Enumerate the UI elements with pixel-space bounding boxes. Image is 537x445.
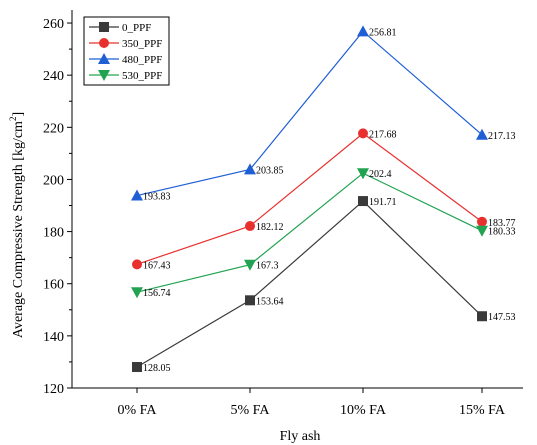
data-point-0-ppf	[245, 295, 255, 306]
legend-marker-530-ppf	[98, 70, 110, 81]
data-point-530-ppf	[476, 225, 488, 237]
y-axis-title-end: ]	[11, 112, 26, 117]
data-label-530-ppf: 180.33	[488, 227, 516, 238]
y-axis-title-superscript: 2	[8, 117, 18, 122]
data-point-530-ppf	[131, 287, 143, 299]
y-axis-title: Average Compressive Strength [kg/cm2]	[8, 112, 26, 338]
data-label-350-ppf: 167.43	[143, 260, 171, 271]
data-point-480-ppf	[244, 163, 256, 175]
data-point-480-ppf	[131, 189, 143, 201]
legend-label-480-ppf: 480_PPF	[122, 54, 162, 66]
data-label-480-ppf: 203.85	[256, 165, 284, 176]
data-point-0-ppf	[358, 196, 368, 207]
data-label-0-ppf: 153.64	[256, 296, 284, 307]
data-point-530-ppf	[244, 259, 256, 271]
series-line-0-ppf	[136, 200, 483, 368]
y-tick-label: 220	[43, 121, 64, 136]
y-tick-label: 120	[43, 382, 64, 397]
data-label-350-ppf: 183.77	[488, 218, 516, 229]
data-point-480-ppf	[476, 128, 488, 140]
legend-marker-480-ppf	[98, 53, 110, 64]
plot-area: 120 140 160 180 200 220 240 260 0% FA 5% FA 10% FA…	[43, 10, 523, 418]
y-tick-label: 200	[43, 173, 64, 188]
legend-marker-0-ppf	[99, 22, 109, 32]
data-label-0-ppf: 147.53	[488, 312, 516, 323]
data-label-350-ppf: 217.68	[369, 129, 397, 140]
legend-box	[83, 16, 170, 86]
x-tick-label: 0% FA	[117, 403, 157, 418]
data-label-530-ppf: 167.3	[256, 261, 279, 272]
data-label-0-ppf: 191.71	[369, 197, 397, 208]
data-point-350-ppf	[358, 128, 368, 139]
data-label-530-ppf: 156.74	[143, 288, 171, 299]
legend-label-0-ppf: 0_PPF	[122, 22, 151, 34]
series-line-530-ppf	[136, 172, 483, 293]
data-point-350-ppf	[132, 259, 142, 270]
legend-label-350-ppf: 350_PPF	[122, 38, 162, 50]
data-point-480-ppf	[357, 25, 369, 37]
x-axis-title: Fly ash	[280, 429, 321, 444]
data-point-530-ppf	[357, 168, 369, 180]
x-tick-label: 10% FA	[340, 403, 387, 418]
y-tick-label: 160	[43, 278, 64, 293]
data-label-350-ppf: 182.12	[256, 222, 284, 233]
y-tick-label: 240	[43, 69, 64, 84]
legend-label-530-ppf: 530_PPF	[122, 70, 162, 82]
data-label-480-ppf: 217.13	[488, 131, 516, 142]
data-label-480-ppf: 193.83	[143, 192, 171, 203]
data-point-350-ppf	[477, 216, 487, 227]
data-point-0-ppf	[477, 311, 487, 322]
data-point-350-ppf	[245, 221, 255, 232]
y-tick-label: 260	[43, 17, 64, 32]
data-point-0-ppf	[132, 362, 142, 373]
data-label-0-ppf: 128.05	[143, 363, 171, 374]
legend-marker-350-ppf	[99, 38, 109, 48]
y-tick-label: 180	[43, 226, 64, 241]
series-line-350-ppf	[136, 132, 483, 265]
series-line-480-ppf	[136, 30, 483, 197]
y-axis-title-main: Average Compressive Strength [kg/cm	[11, 121, 26, 338]
x-tick-label: 15% FA	[459, 403, 506, 418]
x-tick-label: 5% FA	[230, 403, 270, 418]
data-label-480-ppf: 256.81	[369, 27, 397, 38]
data-label-530-ppf: 202.4	[369, 169, 392, 180]
y-tick-label: 140	[43, 330, 64, 345]
